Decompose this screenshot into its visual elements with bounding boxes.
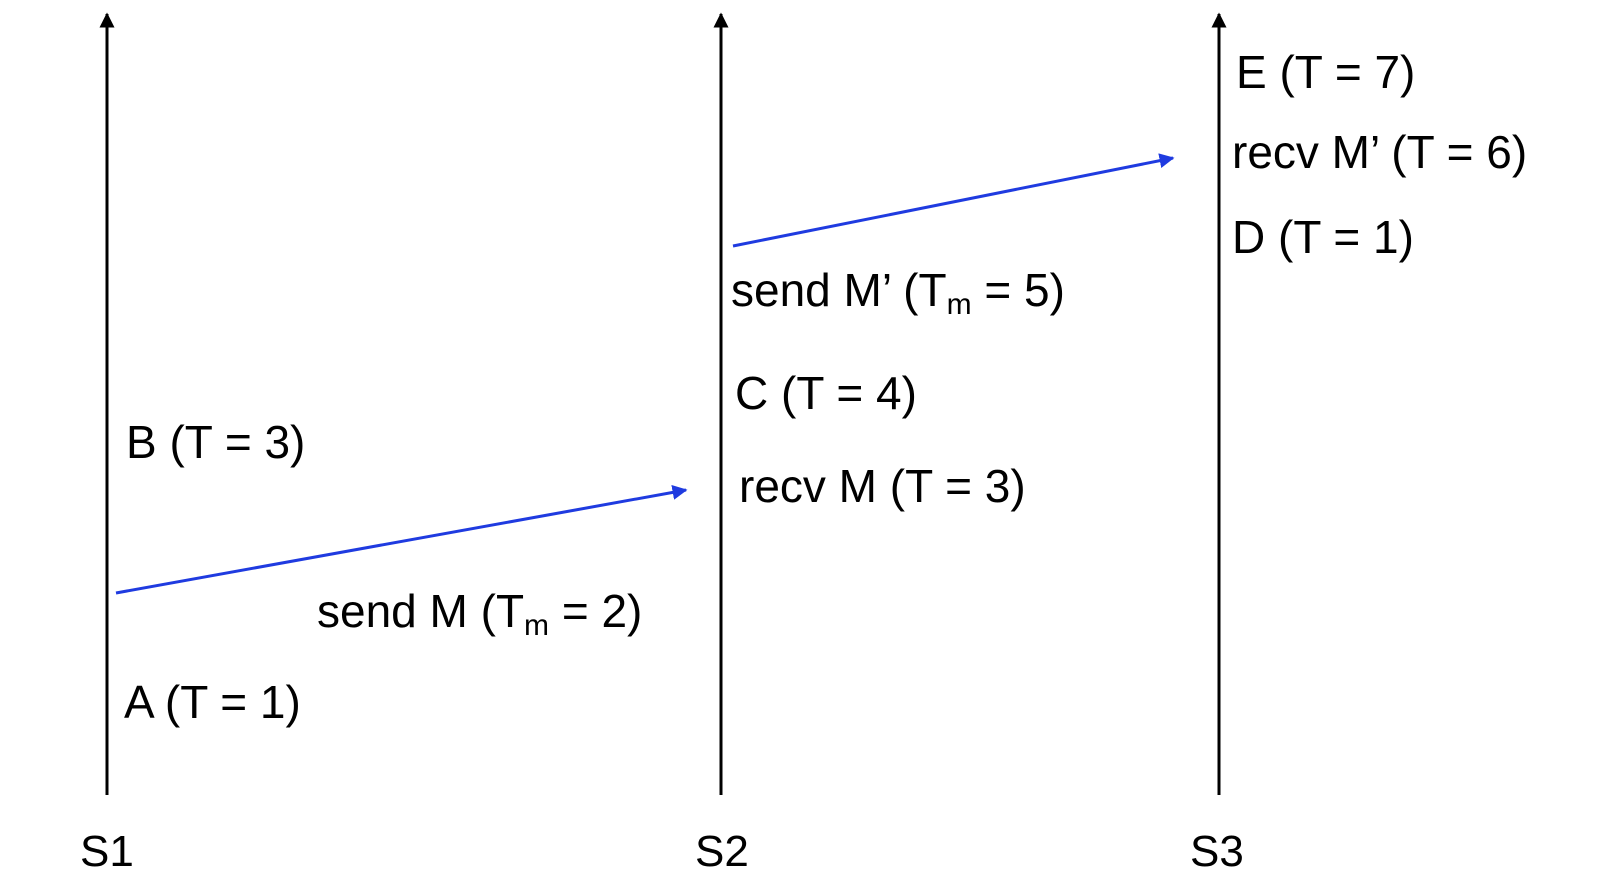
message-m-prime-arrow xyxy=(733,158,1173,246)
send-m-label: send M (Tm = 2) xyxy=(317,585,642,642)
message-m-arrow xyxy=(116,490,686,593)
event-c-label: C (T = 4) xyxy=(735,367,917,419)
send-m-subscript: m xyxy=(524,609,549,642)
send-m-prime-prefix: send M’ (T xyxy=(731,264,947,316)
process-label-s2: S2 xyxy=(695,827,749,876)
event-b-label: B (T = 3) xyxy=(126,416,305,468)
send-m-suffix: = 2) xyxy=(549,585,642,637)
send-m-prime-subscript: m xyxy=(947,288,972,321)
send-m-prefix: send M (T xyxy=(317,585,524,637)
event-recv-m-label: recv M (T = 3) xyxy=(739,460,1026,512)
process-label-s1: S1 xyxy=(80,827,134,876)
send-m-prime-label: send M’ (Tm = 5) xyxy=(731,264,1065,321)
process-label-s3: S3 xyxy=(1190,827,1244,876)
event-a-label: A (T = 1) xyxy=(124,676,301,728)
event-recv-m-prime-label: recv M’ (T = 6) xyxy=(1232,126,1527,178)
event-d-label: D (T = 1) xyxy=(1232,211,1414,263)
send-m-prime-suffix: = 5) xyxy=(972,264,1065,316)
event-e-label: E (T = 7) xyxy=(1236,46,1415,98)
